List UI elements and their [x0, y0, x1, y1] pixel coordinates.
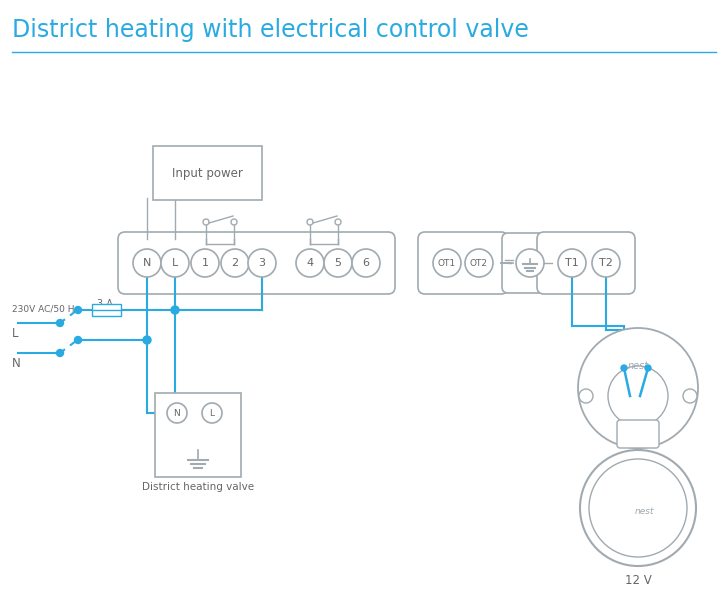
Circle shape	[143, 336, 151, 344]
FancyBboxPatch shape	[118, 232, 395, 294]
Circle shape	[335, 219, 341, 225]
Text: nest: nest	[634, 507, 654, 517]
FancyBboxPatch shape	[617, 420, 659, 448]
Circle shape	[202, 403, 222, 423]
Text: Input power: Input power	[172, 166, 243, 179]
Text: District heating valve: District heating valve	[142, 482, 254, 492]
Circle shape	[579, 389, 593, 403]
Text: N: N	[143, 258, 151, 268]
Text: 230V AC/50 Hz: 230V AC/50 Hz	[12, 305, 79, 314]
Text: N: N	[12, 357, 21, 370]
Text: T2: T2	[599, 258, 613, 268]
Circle shape	[516, 249, 544, 277]
Circle shape	[248, 249, 276, 277]
FancyBboxPatch shape	[153, 146, 262, 200]
FancyBboxPatch shape	[418, 232, 508, 294]
Text: OT2: OT2	[470, 258, 488, 267]
Circle shape	[221, 249, 249, 277]
Circle shape	[203, 219, 209, 225]
FancyBboxPatch shape	[155, 393, 241, 477]
Text: 1: 1	[202, 258, 208, 268]
Circle shape	[683, 389, 697, 403]
Text: nest: nest	[628, 361, 649, 371]
Text: 3: 3	[258, 258, 266, 268]
Circle shape	[74, 307, 82, 314]
Circle shape	[433, 249, 461, 277]
Circle shape	[74, 336, 82, 343]
Text: L: L	[12, 327, 18, 340]
Circle shape	[580, 450, 696, 566]
Circle shape	[608, 366, 668, 426]
Circle shape	[352, 249, 380, 277]
Circle shape	[191, 249, 219, 277]
FancyBboxPatch shape	[537, 232, 635, 294]
Circle shape	[57, 349, 63, 356]
FancyBboxPatch shape	[92, 304, 121, 316]
Circle shape	[592, 249, 620, 277]
Text: T1: T1	[565, 258, 579, 268]
Circle shape	[57, 320, 63, 327]
Circle shape	[645, 365, 651, 371]
Circle shape	[621, 365, 627, 371]
Circle shape	[167, 403, 187, 423]
Text: N: N	[173, 409, 181, 418]
Text: L: L	[172, 258, 178, 268]
Circle shape	[296, 249, 324, 277]
Text: 5: 5	[334, 258, 341, 268]
Circle shape	[307, 219, 313, 225]
Circle shape	[465, 249, 493, 277]
Circle shape	[558, 249, 586, 277]
Circle shape	[589, 459, 687, 557]
Circle shape	[161, 249, 189, 277]
Text: 6: 6	[363, 258, 370, 268]
Text: 3 A: 3 A	[97, 299, 113, 309]
Text: L: L	[210, 409, 215, 418]
Text: OT1: OT1	[438, 258, 456, 267]
Circle shape	[324, 249, 352, 277]
Circle shape	[231, 219, 237, 225]
FancyBboxPatch shape	[502, 233, 558, 293]
Text: District heating with electrical control valve: District heating with electrical control…	[12, 18, 529, 42]
Circle shape	[171, 306, 179, 314]
Text: 12 V: 12 V	[625, 574, 652, 587]
Circle shape	[133, 249, 161, 277]
Text: 4: 4	[306, 258, 314, 268]
Text: 2: 2	[232, 258, 239, 268]
Circle shape	[578, 328, 698, 448]
